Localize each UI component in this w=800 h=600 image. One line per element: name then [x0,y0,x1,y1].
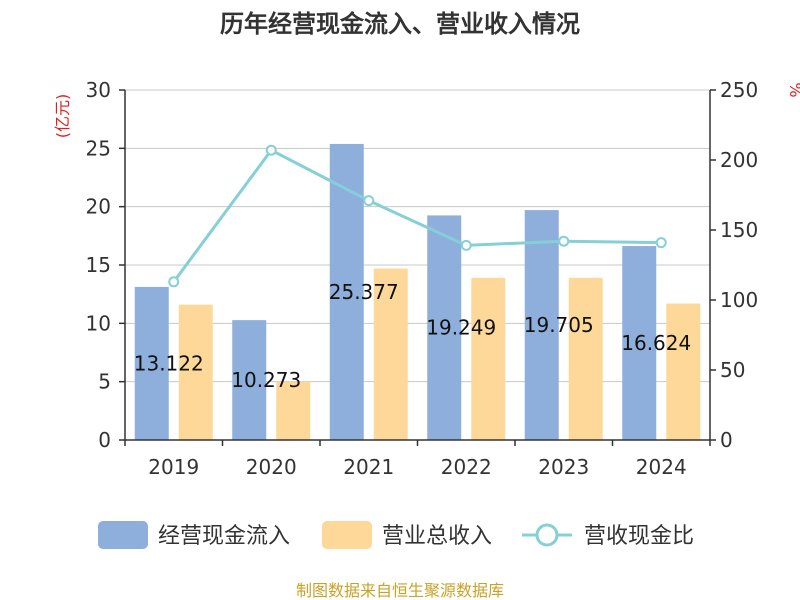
bar-cash-inflow [524,210,559,440]
right-tick-label: 150 [720,218,758,242]
gridlines [125,89,710,383]
bar-cash-inflow [329,143,364,440]
left-tick-label: 10 [86,311,111,335]
x-tick-label: 2019 [148,455,199,479]
legend-label-revenue: 营业总收入 [382,524,492,549]
legend-swatch-ratio-marker [535,523,559,547]
legend-swatch-revenue [322,521,372,549]
left-axis-unit: (亿元) [53,94,72,139]
bar-value-label: 13.122 [134,351,204,375]
legend-label-cash-inflow: 经营现金流入 [158,524,290,549]
left-tick-label: 30 [86,78,111,102]
bar-cash-inflow [427,215,462,440]
ratio-line-path [172,148,662,283]
bar-cash-inflow [232,320,267,440]
bars [134,143,701,440]
x-tick-label: 2024 [636,455,687,479]
bar-revenue [568,277,603,440]
right-tick-label: 0 [720,428,733,452]
left-tick-label: 15 [86,253,111,277]
bar-labels: 13.122 10.273 25.377 19.249 19.705 16.624 [134,280,691,392]
bar-revenue [178,304,213,440]
bar-value-label: 10.273 [231,368,301,392]
left-tick-label: 5 [98,370,111,394]
bar-revenue [666,303,701,440]
left-tick-label: 0 [98,428,111,452]
x-tick-label: 2023 [538,455,589,479]
ratio-point [460,239,472,251]
right-tick-label: 200 [720,148,758,172]
left-tick-label: 20 [86,195,111,219]
ratio-point [558,235,570,247]
bar-revenue [471,277,506,440]
ratio-line [168,144,667,288]
ratio-point [168,276,180,288]
bar-cash-inflow [134,286,169,440]
bar-value-label: 16.624 [621,331,691,355]
source-note: 制图数据来自恒生聚源数据库 [296,581,504,600]
bar-value-label: 19.249 [426,316,496,340]
ratio-point [363,195,375,207]
legend-label-ratio: 营收现金比 [584,524,694,549]
left-tick-label: 25 [86,136,111,160]
chart-title: 历年经营现金流入、营业收入情况 [220,10,580,38]
bar-value-label: 19.705 [524,313,594,337]
right-tick-label: 100 [720,288,758,312]
legend: 经营现金流入 营业总收入 营收现金比 [98,521,694,549]
ratio-point [265,144,277,156]
bar-cash-inflow [622,246,657,440]
x-tick-label: 2020 [246,455,297,479]
x-tick-label: 2022 [441,455,492,479]
ratio-point [655,237,667,249]
axes: 0 5 10 15 20 25 30 0 50 100 150 200 250 2019 2020 2021 2… [86,78,759,479]
bar-revenue [373,268,408,440]
legend-swatch-cash-inflow [98,521,148,549]
right-tick-label: 250 [720,78,758,102]
bar-revenue [276,381,311,440]
bar-value-label: 25.377 [329,280,399,304]
right-axis-unit: % [786,82,800,97]
right-tick-label: 50 [720,358,745,382]
x-tick-label: 2021 [343,455,394,479]
